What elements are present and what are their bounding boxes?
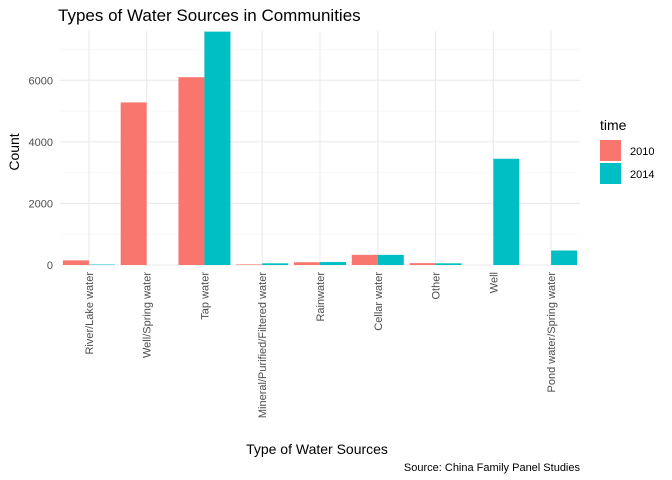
x-tick-label: Pond water/Spring water — [546, 272, 558, 393]
y-axis-ticks: 0 2000 4000 6000 — [29, 75, 53, 272]
bar-2014-0 — [88, 264, 115, 266]
x-tick-label: River/Lake water — [84, 272, 96, 355]
legend: time 2010 2014 — [600, 117, 654, 184]
bar-2010-4 — [294, 262, 320, 265]
y-tick-label: 4000 — [29, 137, 53, 149]
legend-key-2014 — [600, 163, 621, 184]
bar-2014-6 — [435, 263, 462, 265]
x-tick-label: Rainwater — [315, 272, 327, 322]
source-caption: Source: China Family Panel Studies — [404, 462, 581, 474]
legend-label: 2010 — [630, 146, 654, 158]
bar-2010-3 — [236, 264, 263, 265]
x-tick-label: Cellar water — [373, 272, 385, 331]
legend-title: time — [600, 117, 627, 133]
bar-2014-4 — [320, 262, 346, 265]
bar-2010-5 — [351, 254, 378, 265]
bar-2014-3 — [262, 263, 289, 265]
bar-2010-6 — [409, 263, 436, 265]
bar-2014-5 — [377, 254, 404, 265]
x-tick-label: Well/Spring water — [142, 272, 154, 358]
bars — [62, 31, 578, 266]
legend-key-2010 — [600, 140, 621, 161]
bar-2014-7 — [493, 158, 520, 265]
y-tick-label: 0 — [47, 260, 53, 272]
bar-2014-2 — [204, 31, 231, 266]
bar-2014-8 — [551, 250, 578, 265]
chart-title: Types of Water Sources in Communities — [58, 6, 361, 25]
bar-2010-2 — [178, 77, 205, 266]
x-tick-label: Other — [431, 272, 443, 300]
x-axis-ticks: River/Lake water Well/Spring water Tap wat… — [84, 272, 558, 418]
bar-2010-0 — [62, 260, 89, 265]
bar-2010-1 — [120, 102, 147, 265]
x-axis-title: Type of Water Sources — [246, 441, 388, 457]
y-tick-label: 6000 — [29, 75, 53, 87]
y-axis-title: Count — [6, 133, 22, 170]
y-tick-label: 2000 — [29, 198, 53, 210]
x-tick-label: Well — [488, 272, 500, 293]
legend-label: 2014 — [630, 169, 654, 181]
x-tick-label: Mineral/Purified/Filtered water — [257, 272, 269, 418]
x-tick-label: Tap water — [199, 272, 211, 320]
